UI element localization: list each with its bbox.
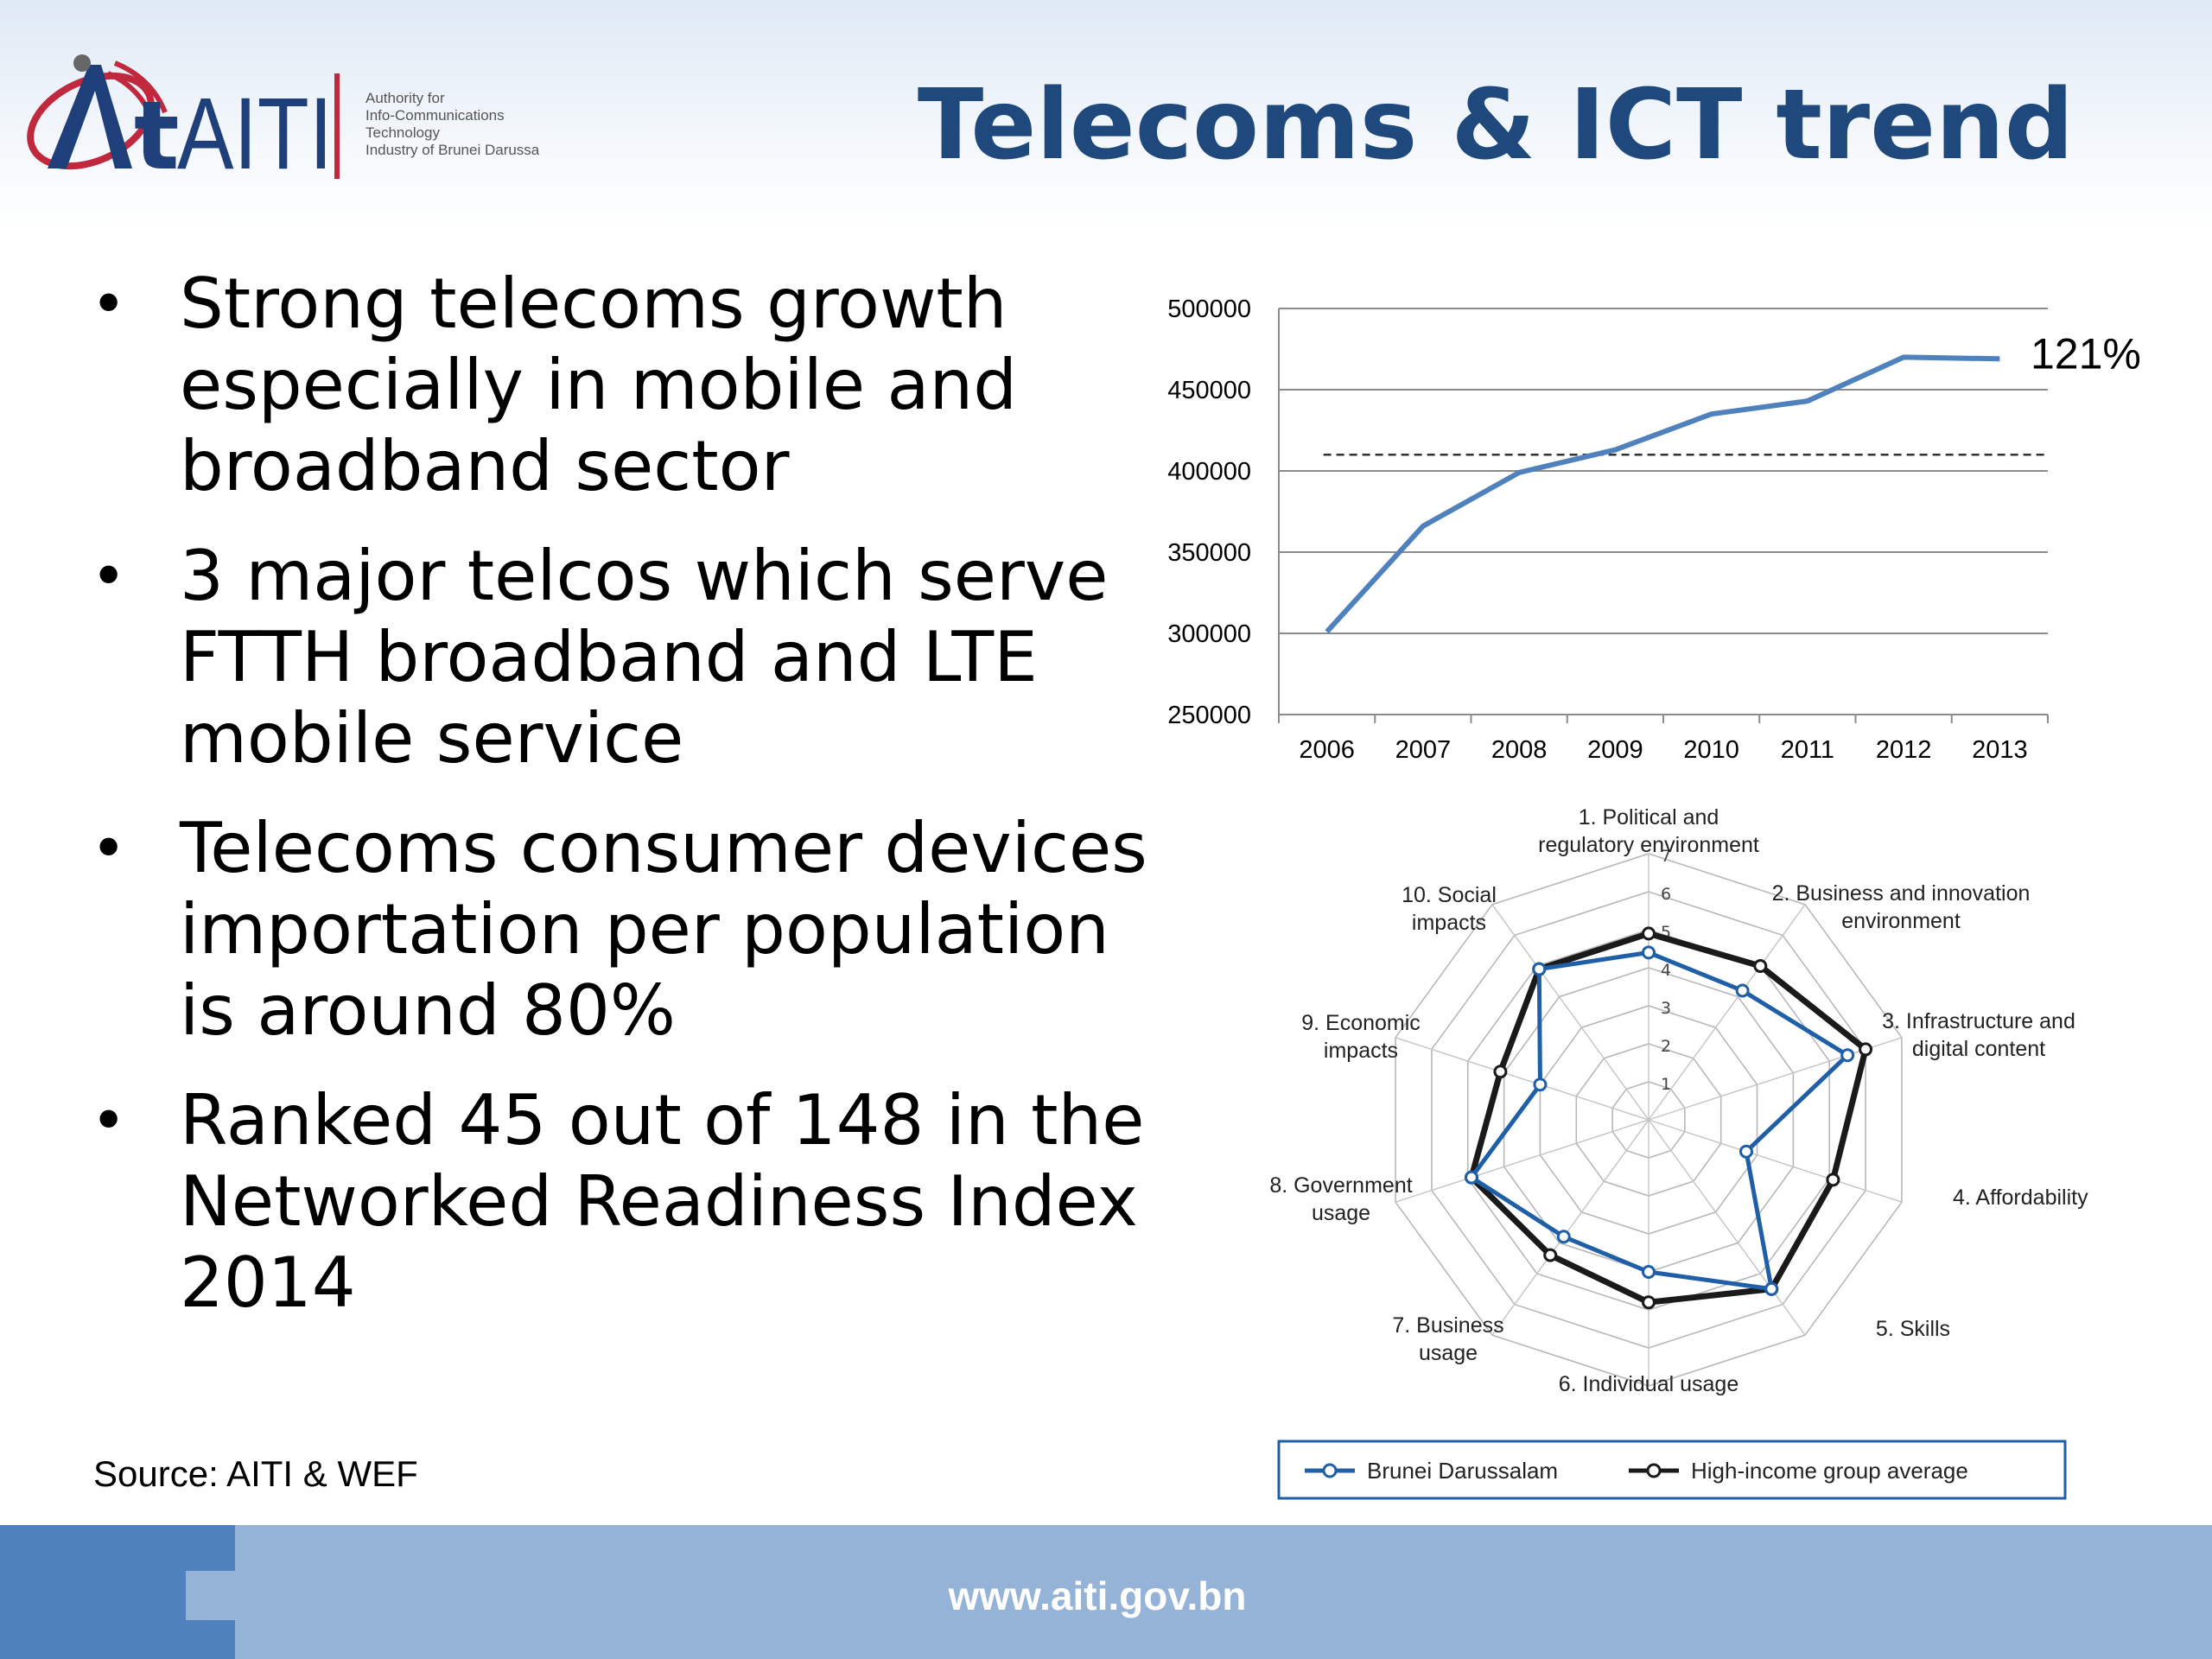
radar-axis-label: 4. Affordability	[1953, 1185, 2088, 1210]
radar-axis-label: 10. Social	[1402, 883, 1497, 907]
radar-series	[1468, 930, 1869, 1306]
logo-tagline-line: Info-Communications	[365, 107, 505, 124]
logo-tagline-line: Industry of Brunei Darussalam	[365, 142, 540, 158]
radar-tick-label: 1	[1661, 1075, 1671, 1094]
radar-point	[1642, 1295, 1656, 1310]
logo-emblem: t	[27, 54, 180, 186]
radar-axis-label: usage	[1419, 1341, 1478, 1365]
y-tick-label: 350000	[1167, 539, 1251, 567]
radar-tick-label: 4	[1661, 961, 1671, 980]
y-tick-label: 500000	[1167, 296, 1251, 323]
y-tick-label: 400000	[1167, 458, 1251, 486]
radar-tick-label: 6	[1661, 885, 1671, 904]
radar-point	[1642, 926, 1656, 941]
radar-point	[1826, 1173, 1840, 1187]
x-tick-label: 2010	[1683, 736, 1739, 764]
y-tick-label: 300000	[1167, 620, 1251, 648]
legend-swatch-marker	[1646, 1463, 1662, 1478]
footer-url[interactable]: www.aiti.gov.bn	[948, 1573, 1247, 1618]
line-chart: 500000 450000 400000 350000 300000 250000 2006…	[1167, 296, 2141, 764]
bullet-list: Strong telecoms growth especially in mob…	[86, 264, 1158, 1352]
logo-tagline-line: Technology	[365, 124, 441, 141]
radar-spoke	[1491, 1119, 1649, 1336]
radar-point	[1532, 962, 1547, 976]
bullet-item: 3 major telcos which serve FTTH broadban…	[86, 536, 1158, 779]
x-tick-label: 2007	[1395, 736, 1452, 764]
radar-legend: Brunei Darussalam High-income group avera…	[1277, 1440, 2067, 1500]
radar-axis-label: 8. Government	[1269, 1173, 1412, 1198]
logo-text: AITI	[177, 77, 333, 186]
legend-label: Brunei Darussalam	[1367, 1458, 1558, 1484]
radar-point	[1556, 1230, 1571, 1244]
y-tick-label: 250000	[1167, 702, 1251, 729]
radar-tick-label: 7	[1661, 847, 1671, 866]
radar-point	[1464, 1170, 1478, 1185]
radar-point	[1735, 983, 1750, 998]
radar-spoke	[1491, 904, 1649, 1121]
radar-spoke	[1648, 1119, 1806, 1336]
radar-axis-label: 7. Business	[1392, 1313, 1503, 1338]
radar-point	[1642, 945, 1656, 960]
radar-axis-label: digital content	[1912, 1037, 2045, 1061]
radar-tick-label: 3	[1661, 999, 1671, 1018]
radar-point	[1493, 1065, 1508, 1079]
radar-axis-label: 3. Infrastructure and	[1882, 1009, 2075, 1033]
radar-axis-label: 1. Political and	[1579, 805, 1719, 830]
radar-axis-label: usage	[1312, 1201, 1370, 1225]
y-tick-label: 450000	[1167, 377, 1251, 404]
bullet-item: Telecoms consumer devices importation pe…	[86, 808, 1158, 1052]
radar-axis-label: 6. Individual usage	[1559, 1372, 1738, 1396]
radar-point	[1533, 1077, 1548, 1092]
svg-text:t: t	[134, 80, 180, 186]
radar-point	[1753, 959, 1768, 974]
radar-spoke	[1395, 1119, 1649, 1203]
bullet-item: Ranked 45 out of 148 in the Networked Re…	[86, 1080, 1158, 1324]
footer-square	[186, 1571, 235, 1620]
radar-point	[1840, 1048, 1855, 1063]
radar-axis-label: impacts	[1412, 911, 1486, 935]
x-tick-label: 2009	[1587, 736, 1643, 764]
radar-axis-label: regulatory environment	[1538, 833, 1759, 857]
bullet-item: Strong telecoms growth especially in mob…	[86, 264, 1158, 507]
header-band	[0, 0, 2212, 233]
growth-annotation: 121%	[2031, 329, 2141, 378]
radar-axis-label: environment	[1841, 909, 1961, 933]
radar-spoke	[1395, 1037, 1649, 1121]
radar-axis-label: 9. Economic	[1301, 1011, 1421, 1035]
logo-tagline-line: Authority for	[365, 90, 445, 106]
legend-label: High-income group average	[1691, 1458, 1968, 1484]
x-tick-label: 2011	[1781, 736, 1834, 764]
x-tick-label: 2006	[1299, 736, 1355, 764]
footer-band: www.aiti.gov.bn	[0, 1525, 2212, 1659]
radar-point	[1543, 1248, 1558, 1262]
source-note: Source: AITI & WEF	[93, 1453, 418, 1494]
legend-swatch-marker	[1322, 1463, 1338, 1478]
radar-point	[1764, 1281, 1779, 1296]
radar-axis-label: impacts	[1324, 1039, 1398, 1063]
radar-spoke	[1648, 1119, 1903, 1203]
radar-point	[1738, 1144, 1753, 1159]
series-line	[1325, 354, 2000, 634]
radar-tick-label: 2	[1661, 1037, 1671, 1056]
x-tick-label: 2008	[1491, 736, 1548, 764]
x-tick-label: 2013	[1972, 736, 2028, 764]
radar-axis-label: 5. Skills	[1876, 1317, 1950, 1341]
logo-divider	[334, 73, 340, 179]
radar-axis-label: 2. Business and innovation	[1772, 881, 2031, 906]
x-tick-label: 2012	[1876, 736, 1932, 764]
slide-title: Telecoms & ICT trend	[917, 69, 2074, 181]
aiti-logo: t AITI Authority for Info-Communications…	[27, 54, 540, 186]
radar-point	[1642, 1265, 1656, 1279]
radar-point	[1859, 1042, 1873, 1057]
radar-spoke	[1648, 904, 1806, 1121]
